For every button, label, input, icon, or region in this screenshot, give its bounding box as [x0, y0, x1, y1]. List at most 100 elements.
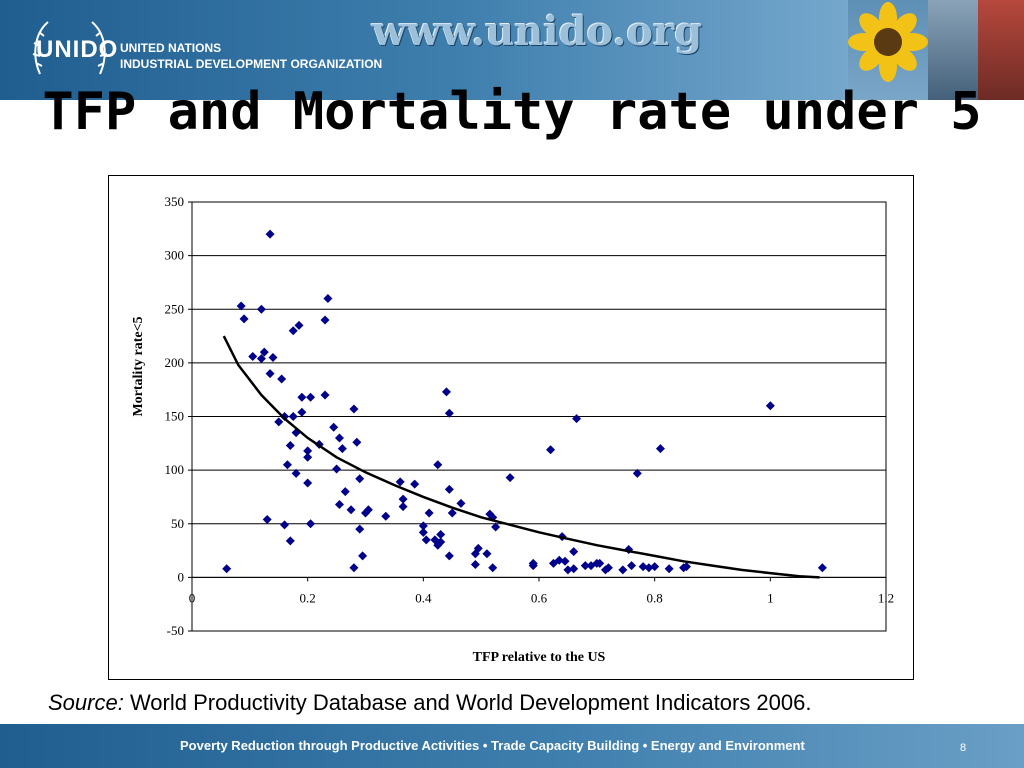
data-point	[265, 229, 275, 239]
data-point	[436, 537, 446, 547]
y-axis-title: Mortality rate<5	[131, 316, 146, 416]
logo-text: UNIDO	[36, 36, 119, 63]
page-number: 8	[960, 742, 967, 754]
slide-title: TFP and Mortality rate under 5	[42, 82, 982, 142]
data-point	[595, 558, 605, 568]
industry-photo	[928, 0, 978, 100]
data-point	[355, 474, 365, 484]
source-text: World Productivity Database and World De…	[123, 690, 812, 715]
y-tick-label: 0	[178, 569, 185, 584]
worker-photo	[978, 0, 1024, 100]
data-point	[447, 508, 457, 518]
y-tick-label: -50	[167, 623, 184, 638]
source-label: Source:	[48, 690, 124, 715]
data-point	[262, 514, 272, 524]
data-point	[638, 562, 648, 572]
data-point	[765, 401, 775, 411]
data-point	[337, 444, 347, 454]
data-point	[285, 440, 295, 450]
data-point	[349, 563, 359, 573]
data-point	[277, 374, 287, 384]
org-line-2: INDUSTRIAL DEVELOPMENT ORGANIZATION	[120, 57, 383, 71]
data-point	[320, 390, 330, 400]
y-tick-label: 150	[165, 409, 185, 424]
data-point	[320, 315, 330, 325]
data-point	[323, 294, 333, 304]
y-tick-label: 250	[165, 301, 185, 316]
data-point	[572, 414, 582, 424]
data-point	[528, 561, 538, 571]
x-tick-label: 0.8	[647, 590, 663, 605]
data-point	[418, 521, 428, 531]
y-tick-label: 100	[165, 462, 185, 477]
data-point	[288, 326, 298, 336]
data-point	[627, 561, 637, 571]
y-tick-label: 50	[171, 516, 184, 531]
org-line-1: UNITED NATIONS	[120, 41, 222, 55]
x-tick-label: 0	[189, 590, 196, 605]
data-point	[398, 502, 408, 512]
data-point	[352, 437, 362, 447]
data-point	[482, 549, 492, 559]
data-point	[358, 551, 368, 561]
data-point	[259, 347, 269, 357]
data-point	[418, 527, 428, 537]
data-point	[488, 563, 498, 573]
website-url[interactable]: www.unido.org	[372, 8, 703, 55]
y-tick-label: 200	[165, 355, 185, 370]
organization-name: UNITED NATIONS INDUSTRIAL DEVELOPMENT OR…	[120, 40, 382, 72]
x-tick-label: 0.6	[531, 590, 548, 605]
data-point	[248, 351, 258, 361]
data-point	[644, 563, 654, 573]
un-emblem-icon	[32, 21, 108, 75]
data-point	[294, 320, 304, 330]
data-point	[297, 407, 307, 417]
y-tick-label: 300	[165, 248, 185, 263]
data-point	[817, 563, 827, 573]
data-point	[491, 522, 501, 532]
data-point	[349, 404, 359, 414]
data-point	[274, 417, 284, 427]
data-point	[548, 558, 558, 568]
data-point	[285, 536, 295, 546]
data-point	[485, 509, 495, 519]
data-point	[239, 314, 249, 324]
data-point	[291, 468, 301, 478]
data-point	[569, 547, 579, 557]
data-point	[265, 369, 275, 379]
data-point	[444, 551, 454, 561]
data-point	[603, 563, 613, 573]
data-point	[303, 446, 313, 456]
data-point	[334, 499, 344, 509]
footer-banner: Poverty Reduction through Productive Act…	[0, 724, 1024, 768]
data-point	[655, 444, 665, 454]
data-point	[580, 561, 590, 571]
chart-frame	[108, 175, 914, 680]
data-point	[473, 543, 483, 553]
data-point	[363, 505, 373, 515]
data-point	[256, 304, 266, 314]
data-point	[355, 524, 365, 534]
data-point	[381, 511, 391, 521]
data-point	[303, 478, 313, 488]
data-point	[280, 520, 290, 530]
data-point	[470, 560, 480, 570]
data-point	[444, 408, 454, 418]
data-point	[444, 484, 454, 494]
sunflower-icon	[848, 2, 928, 82]
data-point	[563, 565, 573, 575]
x-tick-label: 0.4	[415, 590, 432, 605]
sunflower-photo	[848, 0, 928, 100]
data-point	[433, 460, 443, 470]
data-point	[436, 529, 446, 539]
data-point	[297, 392, 307, 402]
data-point	[268, 353, 278, 363]
data-point	[441, 387, 451, 397]
x-tick-label: 1	[767, 590, 774, 605]
source-note: Source: World Productivity Database and …	[48, 690, 811, 716]
x-tick-label: 0.2	[300, 590, 316, 605]
data-point	[421, 535, 431, 545]
data-point	[505, 473, 515, 483]
data-point	[395, 477, 405, 487]
data-point	[632, 468, 642, 478]
